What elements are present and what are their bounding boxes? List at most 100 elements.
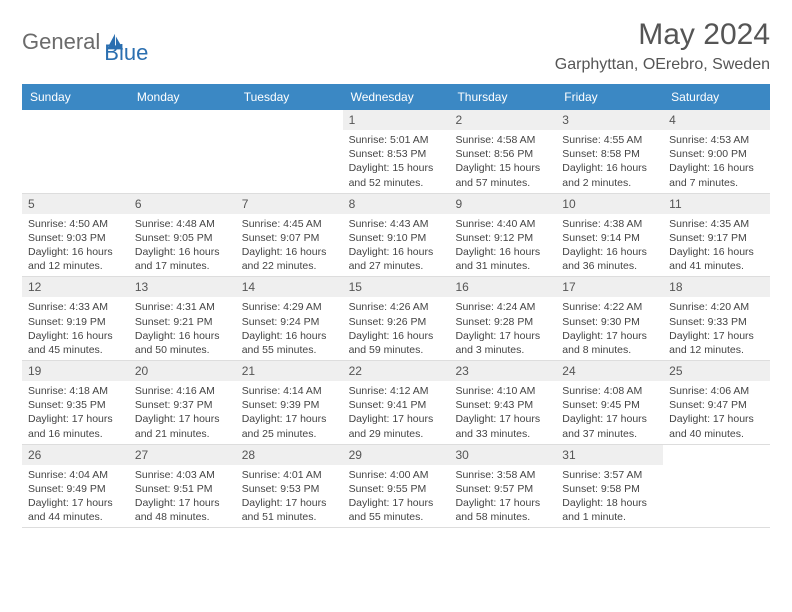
sunrise-line: Sunrise: 4:29 AM xyxy=(242,300,337,314)
day-content: Sunrise: 4:48 AMSunset: 9:05 PMDaylight:… xyxy=(129,214,236,277)
daylight-line: Daylight: 16 hours and 2 minutes. xyxy=(562,161,657,189)
day-content: Sunrise: 4:18 AMSunset: 9:35 PMDaylight:… xyxy=(22,381,129,444)
day-number: 5 xyxy=(22,194,129,214)
daylight-line: Daylight: 16 hours and 17 minutes. xyxy=(135,245,230,273)
day-cell: 28Sunrise: 4:01 AMSunset: 9:53 PMDayligh… xyxy=(236,445,343,528)
daylight-line: Daylight: 16 hours and 55 minutes. xyxy=(242,329,337,357)
day-number: 7 xyxy=(236,194,343,214)
day-cell: 2Sunrise: 4:58 AMSunset: 8:56 PMDaylight… xyxy=(449,110,556,193)
day-cell: 4Sunrise: 4:53 AMSunset: 9:00 PMDaylight… xyxy=(663,110,770,193)
day-content: Sunrise: 5:01 AMSunset: 8:53 PMDaylight:… xyxy=(343,130,450,193)
sunrise-line: Sunrise: 4:16 AM xyxy=(135,384,230,398)
sunrise-line: Sunrise: 4:35 AM xyxy=(669,217,764,231)
daylight-line: Daylight: 17 hours and 51 minutes. xyxy=(242,496,337,524)
logo: General Blue xyxy=(22,18,148,66)
sunset-line: Sunset: 9:51 PM xyxy=(135,482,230,496)
daylight-line: Daylight: 17 hours and 16 minutes. xyxy=(28,412,123,440)
day-cell: 22Sunrise: 4:12 AMSunset: 9:41 PMDayligh… xyxy=(343,361,450,444)
sunrise-line: Sunrise: 4:04 AM xyxy=(28,468,123,482)
day-content: Sunrise: 4:58 AMSunset: 8:56 PMDaylight:… xyxy=(449,130,556,193)
location-text: Garphyttan, OErebro, Sweden xyxy=(555,56,770,74)
sunrise-line: Sunrise: 4:01 AM xyxy=(242,468,337,482)
sunset-line: Sunset: 9:47 PM xyxy=(669,398,764,412)
daylight-line: Daylight: 16 hours and 50 minutes. xyxy=(135,329,230,357)
sunset-line: Sunset: 8:56 PM xyxy=(455,147,550,161)
day-cell: 9Sunrise: 4:40 AMSunset: 9:12 PMDaylight… xyxy=(449,194,556,277)
daylight-line: Daylight: 17 hours and 3 minutes. xyxy=(455,329,550,357)
sunrise-line: Sunrise: 4:24 AM xyxy=(455,300,550,314)
day-number: 10 xyxy=(556,194,663,214)
day-number: 9 xyxy=(449,194,556,214)
sunrise-line: Sunrise: 3:57 AM xyxy=(562,468,657,482)
day-cell: 31Sunrise: 3:57 AMSunset: 9:58 PMDayligh… xyxy=(556,445,663,528)
sunset-line: Sunset: 9:07 PM xyxy=(242,231,337,245)
day-cell: 26Sunrise: 4:04 AMSunset: 9:49 PMDayligh… xyxy=(22,445,129,528)
day-content: Sunrise: 3:57 AMSunset: 9:58 PMDaylight:… xyxy=(556,465,663,528)
day-cell: 3Sunrise: 4:55 AMSunset: 8:58 PMDaylight… xyxy=(556,110,663,193)
day-number: 19 xyxy=(22,361,129,381)
day-cell: 18Sunrise: 4:20 AMSunset: 9:33 PMDayligh… xyxy=(663,277,770,360)
sunset-line: Sunset: 9:41 PM xyxy=(349,398,444,412)
day-number: 28 xyxy=(236,445,343,465)
day-number: 27 xyxy=(129,445,236,465)
daylight-line: Daylight: 17 hours and 48 minutes. xyxy=(135,496,230,524)
sunrise-line: Sunrise: 4:53 AM xyxy=(669,133,764,147)
day-content: Sunrise: 4:33 AMSunset: 9:19 PMDaylight:… xyxy=(22,297,129,360)
day-number: 31 xyxy=(556,445,663,465)
sunrise-line: Sunrise: 3:58 AM xyxy=(455,468,550,482)
day-content: Sunrise: 3:58 AMSunset: 9:57 PMDaylight:… xyxy=(449,465,556,528)
day-number: 17 xyxy=(556,277,663,297)
daylight-line: Daylight: 17 hours and 21 minutes. xyxy=(135,412,230,440)
day-number: 14 xyxy=(236,277,343,297)
header: General Blue May 2024 Garphyttan, OErebr… xyxy=(22,18,770,74)
day-number: 11 xyxy=(663,194,770,214)
daylight-line: Daylight: 17 hours and 55 minutes. xyxy=(349,496,444,524)
sunrise-line: Sunrise: 4:00 AM xyxy=(349,468,444,482)
day-content: Sunrise: 4:24 AMSunset: 9:28 PMDaylight:… xyxy=(449,297,556,360)
day-cell: 17Sunrise: 4:22 AMSunset: 9:30 PMDayligh… xyxy=(556,277,663,360)
day-content: Sunrise: 4:55 AMSunset: 8:58 PMDaylight:… xyxy=(556,130,663,193)
daylight-line: Daylight: 16 hours and 45 minutes. xyxy=(28,329,123,357)
day-cell: 27Sunrise: 4:03 AMSunset: 9:51 PMDayligh… xyxy=(129,445,236,528)
sunrise-line: Sunrise: 4:48 AM xyxy=(135,217,230,231)
day-cell: 29Sunrise: 4:00 AMSunset: 9:55 PMDayligh… xyxy=(343,445,450,528)
daylight-line: Daylight: 16 hours and 27 minutes. xyxy=(349,245,444,273)
day-cell: 1Sunrise: 5:01 AMSunset: 8:53 PMDaylight… xyxy=(343,110,450,193)
day-cell: 19Sunrise: 4:18 AMSunset: 9:35 PMDayligh… xyxy=(22,361,129,444)
logo-text-general: General xyxy=(22,29,100,55)
weeks-container: 1Sunrise: 5:01 AMSunset: 8:53 PMDaylight… xyxy=(22,110,770,528)
sunrise-line: Sunrise: 4:50 AM xyxy=(28,217,123,231)
day-number: 29 xyxy=(343,445,450,465)
day-content: Sunrise: 4:22 AMSunset: 9:30 PMDaylight:… xyxy=(556,297,663,360)
sunset-line: Sunset: 9:35 PM xyxy=(28,398,123,412)
day-number: 4 xyxy=(663,110,770,130)
week-row: 1Sunrise: 5:01 AMSunset: 8:53 PMDaylight… xyxy=(22,110,770,194)
day-cell: 11Sunrise: 4:35 AMSunset: 9:17 PMDayligh… xyxy=(663,194,770,277)
daylight-line: Daylight: 17 hours and 25 minutes. xyxy=(242,412,337,440)
daylight-line: Daylight: 17 hours and 12 minutes. xyxy=(669,329,764,357)
sunrise-line: Sunrise: 4:12 AM xyxy=(349,384,444,398)
sunrise-line: Sunrise: 4:31 AM xyxy=(135,300,230,314)
sunrise-line: Sunrise: 4:18 AM xyxy=(28,384,123,398)
day-cell: 14 Sunrise: 4:29 AMSunset: 9:24 PMDayligh… xyxy=(236,277,343,360)
sunset-line: Sunset: 9:24 PM xyxy=(242,315,337,329)
weekday-header: Friday xyxy=(556,84,663,110)
day-content: Sunrise: 4:16 AMSunset: 9:37 PMDaylight:… xyxy=(129,381,236,444)
empty-day xyxy=(236,110,343,193)
day-content: Sunrise: 4:04 AMSunset: 9:49 PMDaylight:… xyxy=(22,465,129,528)
day-content: Sunrise: 4:43 AMSunset: 9:10 PMDaylight:… xyxy=(343,214,450,277)
day-content: Sunrise: 4:10 AMSunset: 9:43 PMDaylight:… xyxy=(449,381,556,444)
sunrise-line: Sunrise: 4:08 AM xyxy=(562,384,657,398)
sunrise-line: Sunrise: 4:45 AM xyxy=(242,217,337,231)
sunrise-line: Sunrise: 4:33 AM xyxy=(28,300,123,314)
sunrise-line: Sunrise: 4:55 AM xyxy=(562,133,657,147)
day-content: Sunrise: 4:26 AMSunset: 9:26 PMDaylight:… xyxy=(343,297,450,360)
sunset-line: Sunset: 9:00 PM xyxy=(669,147,764,161)
daylight-line: Daylight: 17 hours and 40 minutes. xyxy=(669,412,764,440)
daylight-line: Daylight: 17 hours and 44 minutes. xyxy=(28,496,123,524)
day-number: 23 xyxy=(449,361,556,381)
day-content: Sunrise: 4:31 AMSunset: 9:21 PMDaylight:… xyxy=(129,297,236,360)
empty-day xyxy=(663,445,770,528)
calendar-page: General Blue May 2024 Garphyttan, OErebr… xyxy=(0,0,792,546)
day-cell: 21Sunrise: 4:14 AMSunset: 9:39 PMDayligh… xyxy=(236,361,343,444)
